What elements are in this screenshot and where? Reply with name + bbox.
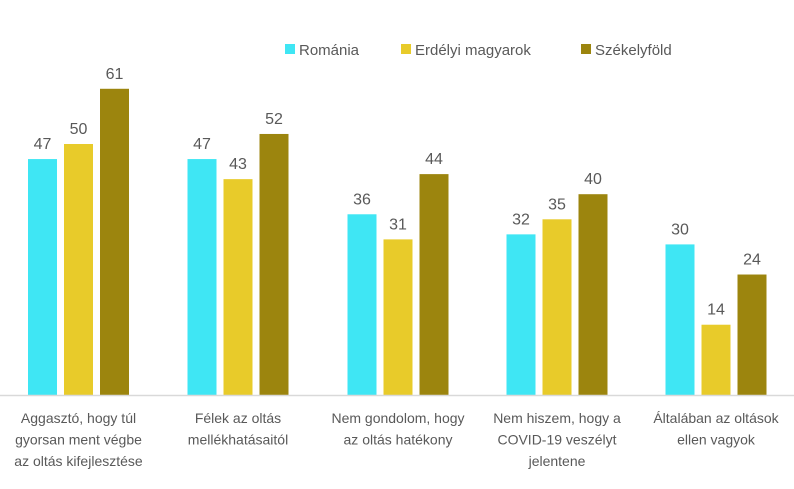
data-label: 47 <box>34 136 52 153</box>
x-tick-label: Általában az oltások <box>653 410 779 426</box>
bar <box>259 133 289 395</box>
bar <box>100 88 129 395</box>
x-tick-label: Nem hiszem, hogy a <box>493 410 621 426</box>
bar <box>578 194 608 395</box>
data-label: 52 <box>265 111 283 128</box>
bar <box>542 219 572 395</box>
legend-label: Románia <box>299 42 360 59</box>
x-tick-label: gyorsan ment végbe <box>15 432 142 448</box>
bar <box>737 274 767 395</box>
bar <box>665 244 695 395</box>
legend-swatch <box>581 44 591 54</box>
legend-label: Erdélyi magyarok <box>415 42 531 59</box>
data-label: 44 <box>425 151 443 168</box>
bar <box>701 324 731 395</box>
legend-item: Székelyföld <box>581 42 672 59</box>
x-tick-label: az oltás kifejlesztése <box>14 453 143 469</box>
data-label: 35 <box>548 196 566 213</box>
x-axis-labels: Aggasztó, hogy túl gyorsan ment végbe az o… <box>14 410 779 469</box>
data-label: 30 <box>671 221 689 238</box>
legend-item: Erdélyi magyarok <box>401 42 531 59</box>
data-label: 43 <box>229 156 247 173</box>
data-label: 36 <box>353 191 371 208</box>
bar <box>419 174 449 395</box>
x-tick-label: Nem gondolom, hogy <box>331 410 464 426</box>
bars: 47 50 61 47 43 52 36 31 44 32 35 40 30 14 24 <box>28 66 767 395</box>
data-label: 14 <box>707 302 725 319</box>
x-tick-label: az oltás hatékony <box>344 432 453 448</box>
bar <box>28 159 57 395</box>
x-tick-label: ellen vagyok <box>677 432 756 448</box>
x-tick-label: mellékhatásaitól <box>188 432 288 448</box>
bar <box>506 234 536 395</box>
x-tick-label: COVID-19 veszélyt <box>497 432 616 448</box>
legend-swatch <box>401 44 411 54</box>
bar <box>383 239 413 395</box>
bar <box>347 214 377 395</box>
bar <box>187 159 217 395</box>
legend: Románia Erdélyi magyarok Székelyföld <box>285 42 672 59</box>
data-label: 47 <box>193 136 211 153</box>
x-tick-label: Félek az oltás <box>195 410 281 426</box>
data-label: 31 <box>389 216 407 233</box>
data-label: 32 <box>512 211 530 228</box>
data-label: 24 <box>743 252 761 269</box>
data-label: 61 <box>106 66 124 83</box>
x-tick-label: Aggasztó, hogy túl <box>21 410 136 426</box>
bar <box>223 179 253 395</box>
data-label: 40 <box>584 171 602 188</box>
data-label: 50 <box>70 121 88 138</box>
legend-swatch <box>285 44 295 54</box>
legend-item: Románia <box>285 42 360 59</box>
legend-label: Székelyföld <box>595 42 672 59</box>
x-tick-label: jelentene <box>528 453 586 469</box>
bar <box>64 144 93 395</box>
